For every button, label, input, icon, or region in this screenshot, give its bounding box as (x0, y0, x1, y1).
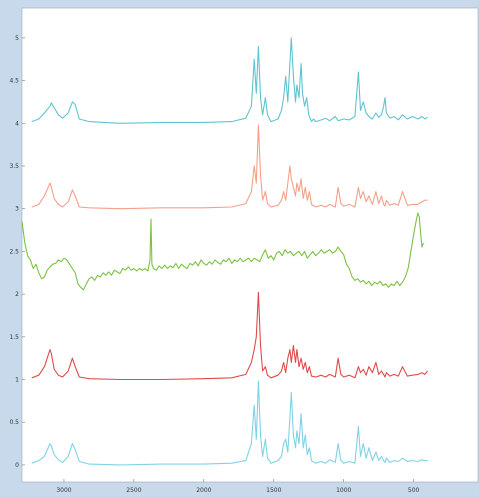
series-line-3 (21, 212, 424, 291)
y-tick-label: 1 (15, 377, 19, 384)
y-tick-label: 0.5 (9, 419, 19, 426)
y-tick-label: 1.5 (9, 334, 19, 341)
y-tick-label: 4.5 (9, 78, 19, 85)
plot-area (22, 8, 478, 482)
x-axis: 3000 2500 2000 1500 1000 500 (56, 479, 420, 494)
y-tick-label: 2.5 (9, 248, 19, 255)
x-tick-label: 2500 (126, 487, 141, 494)
x-tick-label: 3000 (56, 487, 71, 494)
y-tick-label: 3.5 (9, 163, 19, 170)
plot-border (21, 7, 479, 483)
y-tick-label: 5 (15, 35, 19, 42)
y-tick-label: 4 (15, 120, 19, 127)
y-tick-label: 2 (15, 291, 19, 298)
x-tick-label: 500 (408, 487, 420, 494)
y-tick-label: 0 (15, 462, 19, 469)
y-axis: 0 0.5 1 1.5 2 2.5 3 3.5 4 4.5 5 (9, 35, 25, 469)
series-line-4 (31, 291, 429, 381)
x-tick-label: 1000 (336, 487, 351, 494)
series-line-2 (31, 124, 428, 210)
x-tick-label: 1500 (266, 487, 281, 494)
series-line-1 (31, 37, 428, 124)
series-line-5 (31, 380, 428, 466)
x-tick-label: 2000 (196, 487, 211, 494)
series-layer (21, 37, 429, 466)
y-tick-label: 3 (15, 206, 19, 213)
